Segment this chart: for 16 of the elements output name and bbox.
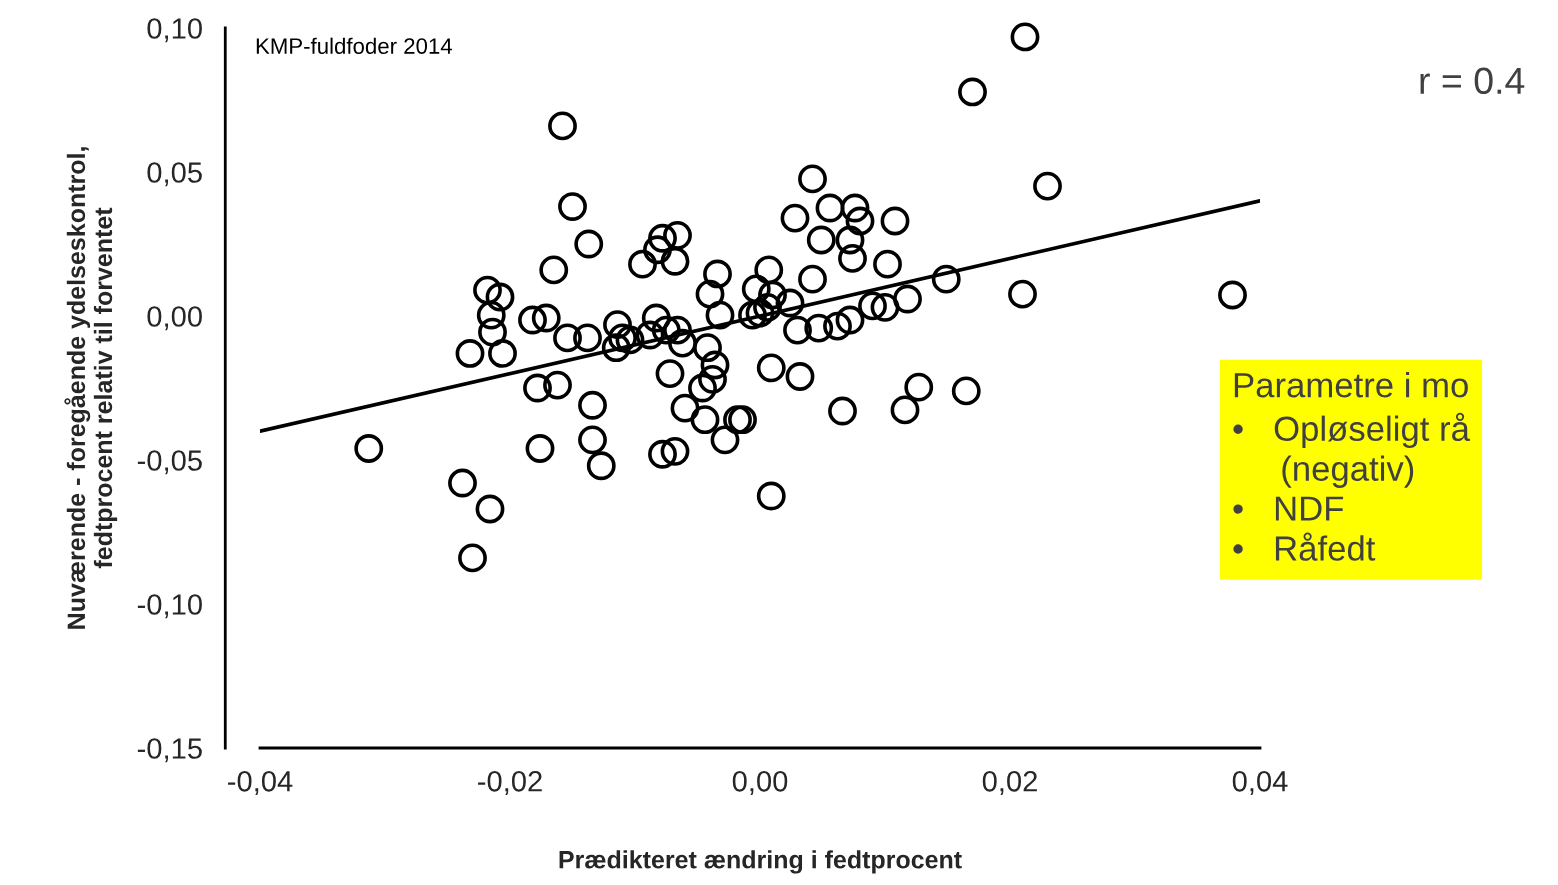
x-tick-label: -0,02: [478, 770, 542, 796]
x-tick-label: -0,04: [228, 770, 293, 796]
y-tick-label: -0,10: [137, 594, 202, 619]
text: r = 0.4: [1420, 67, 1525, 95]
annotation: KMP-fuldfoder 2014: [256, 37, 452, 54]
x-tick-label: 0,02: [982, 770, 1037, 796]
y-tick-label: -0,15: [137, 738, 202, 763]
x-tick-label: 0,00: [732, 770, 788, 796]
y-tick-label: -0,05: [137, 450, 202, 475]
x-tick-label: 0,04: [1232, 770, 1288, 796]
y-axis-title: Nuværende - foregående ydelseskontrol, fedtprocent relativ til forventet: [64, 147, 118, 629]
y-tick-label: 0,00: [147, 306, 202, 331]
x-axis-title: Prædikteret ændring i fedtprocent: [559, 850, 962, 874]
y-tick-label: 0,10: [147, 18, 202, 43]
annotation: Parametre i mo • Opløseligt rå (negativ) • NDF • Råfedt: [1233, 372, 1470, 561]
y-tick-label: 0,05: [147, 162, 202, 187]
